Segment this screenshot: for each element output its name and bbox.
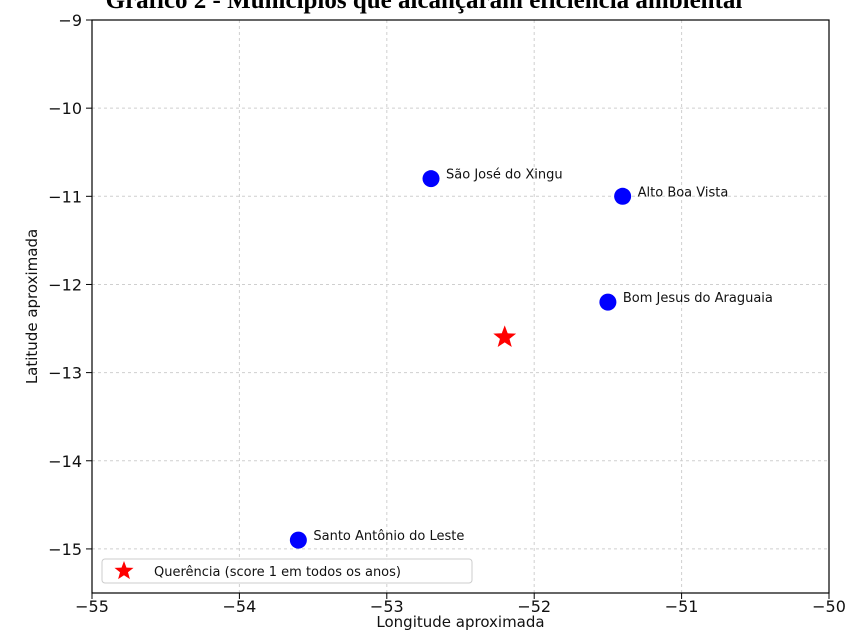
point-label: São José do Xingu (446, 168, 563, 183)
y-axis-label: Latitude aproximada (23, 229, 41, 384)
legend-star-icon (114, 561, 134, 580)
y-tick-label: −12 (48, 275, 82, 294)
y-tick-label: −11 (48, 187, 82, 206)
plot-frame (91, 19, 830, 594)
grid-lines (92, 20, 829, 593)
y-tick-label: −13 (48, 364, 82, 383)
x-tick-label: −50 (812, 597, 846, 616)
legend-box (101, 558, 473, 584)
y-tick-label: −14 (48, 452, 82, 471)
data-point (289, 531, 307, 549)
y-tick-label: −9 (58, 11, 82, 30)
point-label: Alto Boa Vista (638, 185, 729, 200)
x-tick-label: −54 (223, 597, 257, 616)
x-tick-label: −55 (75, 597, 109, 616)
x-tick-label: −52 (517, 597, 551, 616)
figure-caption: Gráfico 2 - Municípios que alcançaram ef… (105, 0, 743, 14)
data-point (599, 293, 617, 311)
y-tick-label: −15 (48, 540, 82, 559)
legend: Querência (score 1 em todos os anos) (101, 558, 473, 584)
point-label: Santo Antônio do Leste (313, 529, 464, 544)
y-tick-label: −10 (48, 99, 82, 118)
axis-ticks: −55 −54 −53 −52 −51 −50 −15 −14 −13 −12 −11 −10 −9 (48, 11, 846, 616)
legend-entry-label: Querência (score 1 em todos os anos) (154, 565, 401, 580)
data-point (422, 170, 440, 188)
x-tick-label: −51 (665, 597, 699, 616)
point-label: Bom Jesus do Araguaia (623, 291, 773, 306)
data-points: São José do Xingu Alto Boa Vista Bom Jesus… (289, 168, 773, 549)
data-point (614, 187, 632, 205)
data-point-star (493, 325, 517, 348)
x-axis-label: Longitude aproximada (376, 613, 544, 631)
x-tick-label: −53 (370, 597, 404, 616)
